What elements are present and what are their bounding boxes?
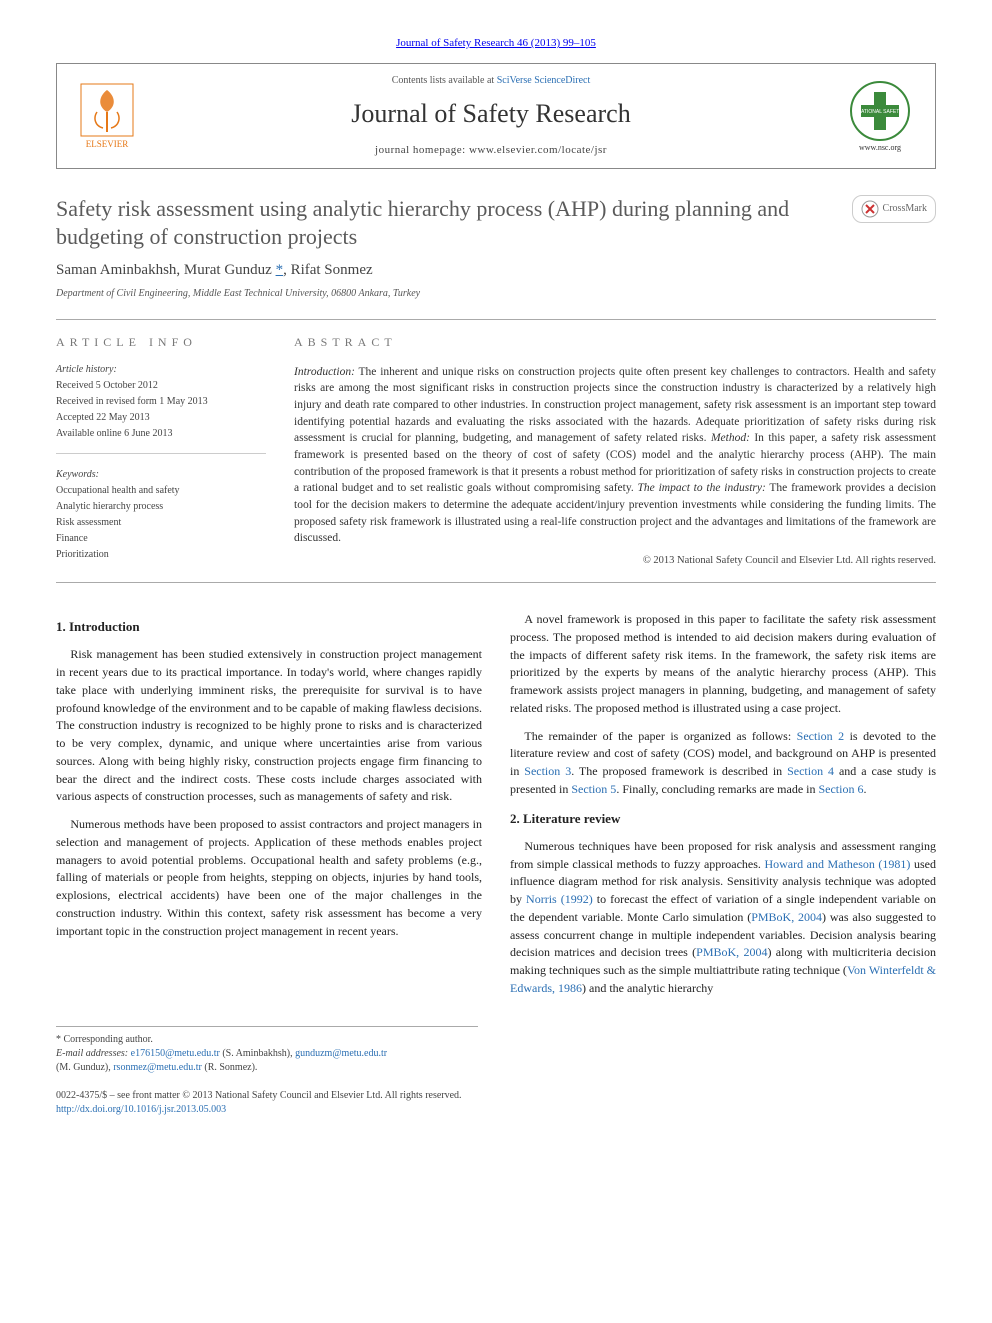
keyword: Risk assessment (56, 516, 266, 530)
issn-line: 0022-4375/$ – see front matter © 2013 Na… (56, 1089, 936, 1103)
nsc-cross-icon: NATIONAL SAFETY (849, 80, 911, 142)
section-2-heading: 2. Literature review (510, 809, 936, 828)
abstract-heading: abstract (294, 334, 936, 351)
article-info-heading: article info (56, 334, 266, 351)
article-info-col: article info Article history: Received 5… (56, 334, 266, 568)
p4-c: . The proposed framework is described in (571, 764, 787, 778)
section-1-p3: A novel framework is proposed in this pa… (510, 611, 936, 718)
elsevier-logo: ELSEVIER (73, 77, 141, 155)
p4-f: . (863, 782, 866, 796)
section-1-p4: The remainder of the paper is organized … (510, 728, 936, 799)
right-column: A novel framework is proposed in this pa… (510, 611, 936, 1007)
section-2-p1: Numerous techniques have been proposed f… (510, 838, 936, 998)
header-center: Contents lists available at SciVerse Sci… (157, 74, 825, 158)
authors-part1: Saman Aminbakhsh, Murat Gunduz (56, 262, 276, 278)
journal-reference: Journal of Safety Research 46 (2013) 99–… (56, 36, 936, 51)
section-3-link[interactable]: Section 3 (524, 764, 571, 778)
nsc-logo: NATIONAL SAFETY www.nsc.org (841, 77, 919, 155)
affiliation: Department of Civil Engineering, Middle … (56, 287, 936, 301)
history-line: Accepted 22 May 2013 (56, 411, 266, 425)
elsevier-tree-icon (79, 82, 135, 138)
ref-howard[interactable]: Howard and Matheson (1981) (764, 857, 910, 871)
journal-ref-link[interactable]: Journal of Safety Research 46 (2013) 99–… (396, 37, 596, 49)
journal-title: Journal of Safety Research (157, 96, 825, 132)
article-title: Safety risk assessment using analytic hi… (56, 195, 832, 250)
elsevier-label: ELSEVIER (86, 138, 129, 151)
section-1-p2: Numerous methods have been proposed to a… (56, 816, 482, 940)
keyword: Prioritization (56, 548, 266, 562)
homepage-line: journal homepage: www.elsevier.com/locat… (157, 143, 825, 158)
history-label: Article history: (56, 363, 266, 377)
title-row: Safety risk assessment using analytic hi… (56, 195, 936, 250)
email-label: E-mail addresses: (56, 1048, 128, 1059)
history-line: Available online 6 June 2013 (56, 427, 266, 441)
abstract-col: abstract Introduction: The inherent and … (294, 334, 936, 568)
email-2[interactable]: gunduzm@metu.edu.tr (295, 1048, 387, 1059)
ref-norris[interactable]: Norris (1992) (526, 892, 593, 906)
p4-e: . Finally, concluding remarks are made i… (616, 782, 818, 796)
email-1-who: (S. Aminbakhsh), (220, 1048, 295, 1059)
ref-pmbok2[interactable]: PMBoK, 2004 (696, 945, 767, 959)
contents-prefix: Contents lists available at (392, 75, 497, 86)
journal-header-box: ELSEVIER Contents lists available at Sci… (56, 63, 936, 169)
section-1-p1: Risk management has been studied extensi… (56, 646, 482, 806)
nsc-url: www.nsc.org (859, 142, 901, 153)
doi-link[interactable]: http://dx.doi.org/10.1016/j.jsr.2013.05.… (56, 1104, 226, 1115)
keywords-block: Keywords: Occupational health and safety… (56, 468, 266, 562)
email-3[interactable]: rsonmez@metu.edu.tr (113, 1062, 202, 1073)
abstract-text: Introduction: The inherent and unique ri… (294, 364, 936, 547)
section-2-link[interactable]: Section 2 (797, 729, 844, 743)
history-line: Received in revised form 1 May 2013 (56, 395, 266, 409)
keyword: Occupational health and safety (56, 484, 266, 498)
section-4-link[interactable]: Section 4 (787, 764, 834, 778)
section-6-link[interactable]: Section 6 (818, 782, 863, 796)
email-line: E-mail addresses: e176150@metu.edu.tr (S… (56, 1047, 478, 1075)
sciencedirect-link[interactable]: SciVerse ScienceDirect (497, 75, 591, 86)
body-columns: 1. Introduction Risk management has been… (56, 611, 936, 1007)
abstract-method-label: Method: (711, 432, 750, 444)
authors-line: Saman Aminbakhsh, Murat Gunduz *, Rifat … (56, 260, 936, 281)
authors-part2: , Rifat Sonmez (283, 262, 373, 278)
info-abstract-row: article info Article history: Received 5… (56, 334, 936, 568)
keyword: Analytic hierarchy process (56, 500, 266, 514)
email-3-who: (R. Sonmez). (202, 1062, 258, 1073)
p4-a: The remainder of the paper is organized … (524, 729, 796, 743)
svg-text:NATIONAL SAFETY: NATIONAL SAFETY (857, 109, 903, 115)
crossmark-label: CrossMark (883, 202, 927, 216)
rule-top (56, 319, 936, 320)
s2-f: ) and the analytic hierarchy (582, 981, 713, 995)
contents-line: Contents lists available at SciVerse Sci… (157, 74, 825, 88)
crossmark-badge[interactable]: CrossMark (852, 195, 936, 223)
abstract-intro-label: Introduction: (294, 366, 355, 378)
homepage-url: www.elsevier.com/locate/jsr (469, 144, 607, 156)
keyword: Finance (56, 532, 266, 546)
section-1-heading: 1. Introduction (56, 617, 482, 636)
email-2-who: (M. Gunduz), (56, 1062, 113, 1073)
left-column: 1. Introduction Risk management has been… (56, 611, 482, 1007)
page-root: Journal of Safety Research 46 (2013) 99–… (0, 0, 992, 1157)
section-5-link[interactable]: Section 5 (571, 782, 616, 796)
article-history-block: Article history: Received 5 October 2012… (56, 363, 266, 454)
corresponding-note: * Corresponding author. (56, 1033, 478, 1047)
footer-bottom: 0022-4375/$ – see front matter © 2013 Na… (56, 1089, 936, 1117)
rule-bottom (56, 582, 936, 583)
abstract-impact-label: The impact to the industry: (638, 482, 766, 494)
abstract-copyright: © 2013 National Safety Council and Elsev… (294, 553, 936, 568)
footer-notes: * Corresponding author. E-mail addresses… (56, 1026, 478, 1075)
ref-pmbok1[interactable]: PMBoK, 2004 (751, 910, 822, 924)
history-line: Received 5 October 2012 (56, 379, 266, 393)
corresponding-marker[interactable]: * (276, 262, 284, 278)
homepage-prefix: journal homepage: (375, 144, 469, 156)
email-1[interactable]: e176150@metu.edu.tr (131, 1048, 220, 1059)
crossmark-icon (861, 200, 879, 218)
keywords-label: Keywords: (56, 468, 266, 482)
